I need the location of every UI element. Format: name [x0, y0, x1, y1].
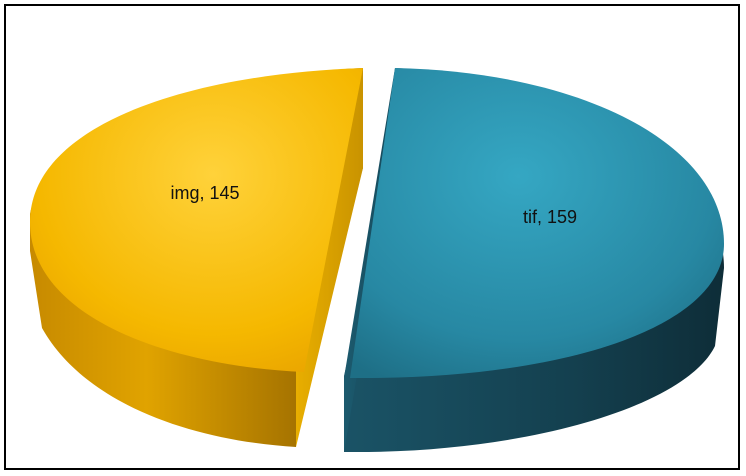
pie-slice-tif: tif, 159 — [344, 68, 724, 453]
chart-frame: img, 145 tif, 159 — [4, 4, 740, 470]
pie-label-tif: tif, 159 — [523, 207, 577, 227]
pie-slice-img: img, 145 — [30, 68, 363, 447]
pie-slice-img-top — [30, 68, 363, 372]
pie-slice-tif-top — [350, 68, 724, 379]
pie-chart: img, 145 tif, 159 — [30, 68, 724, 453]
pie-slice-img-cut — [296, 68, 363, 447]
pie-label-img: img, 145 — [170, 183, 239, 203]
